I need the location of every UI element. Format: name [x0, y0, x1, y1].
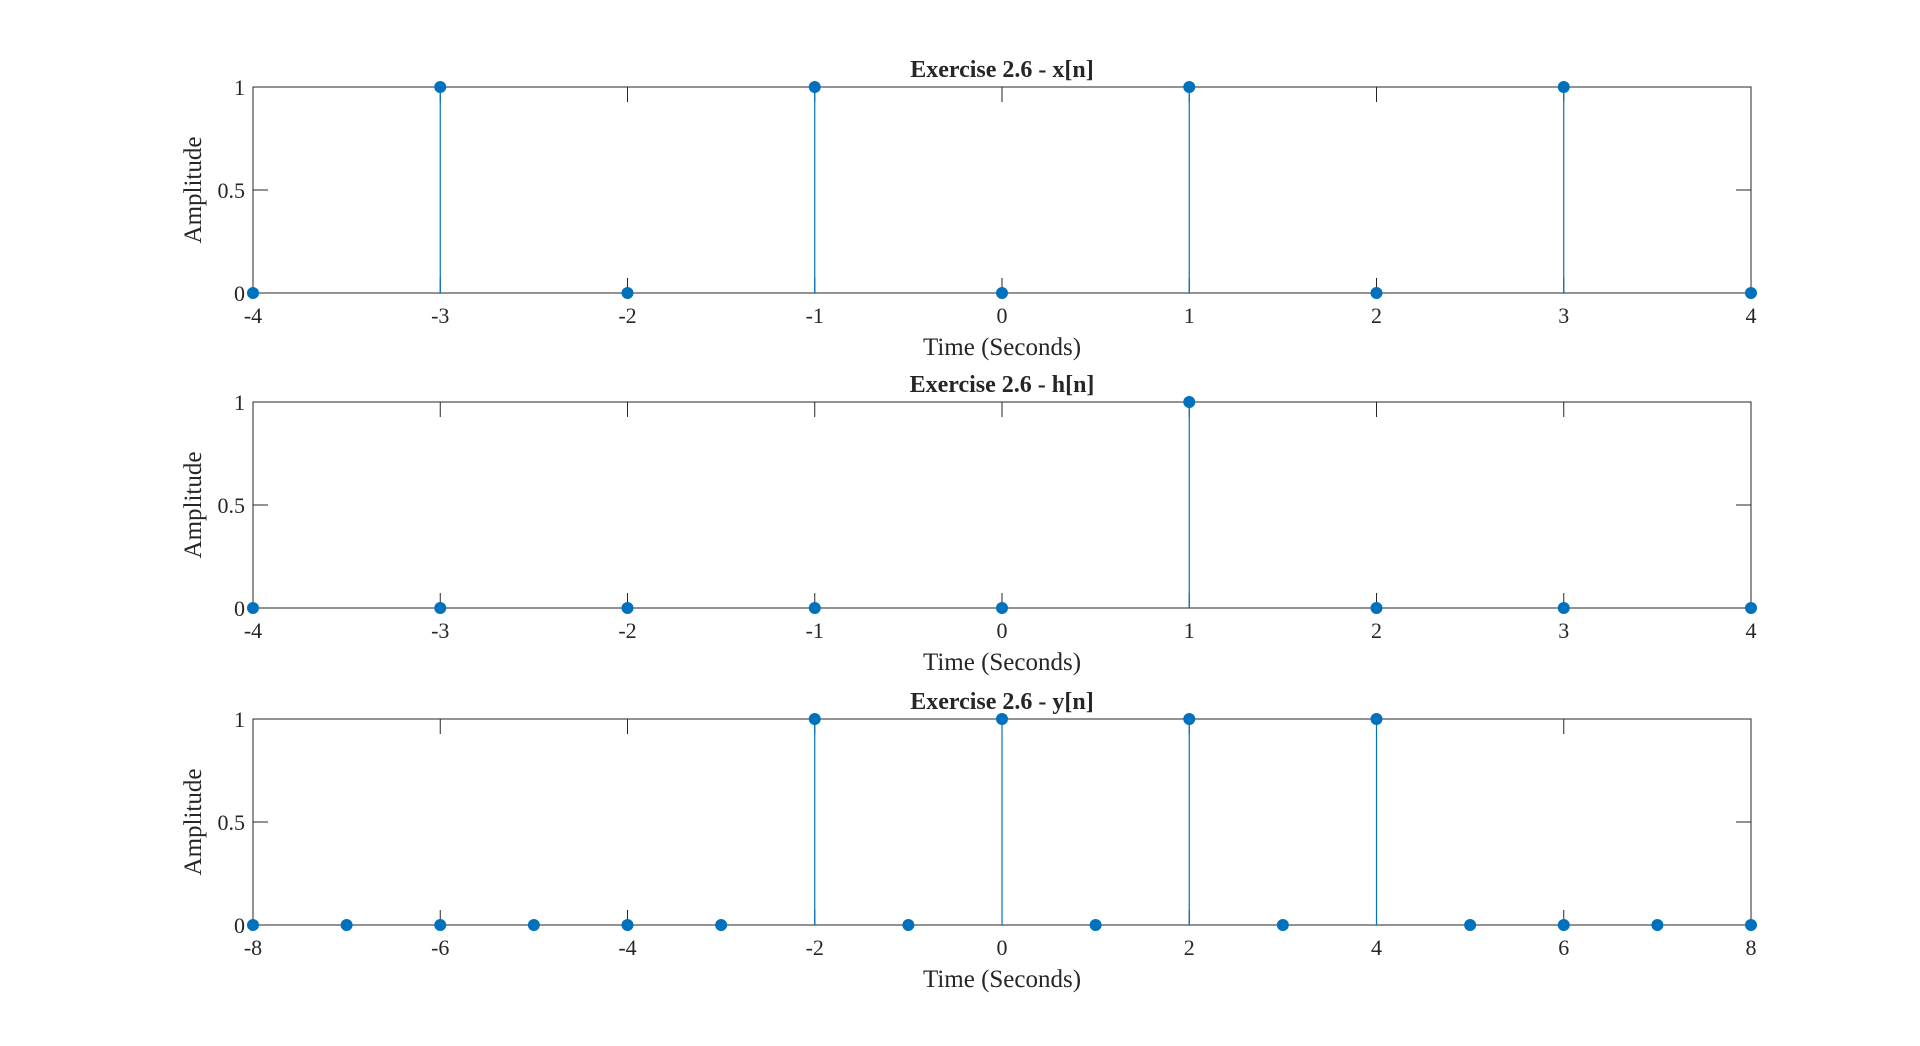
stem-marker	[996, 287, 1008, 299]
subplot-1: -4 -3 -2 -1 0 1 2 3 4 0 0.5 1 Exercise 2.6 - x[n] Tim…	[180, 57, 1757, 361]
stem-marker	[1745, 919, 1757, 931]
x-tick-label: -3	[431, 618, 449, 643]
x-tick-label: 0	[997, 618, 1008, 643]
subplot-2: -4 -3 -2 -1 0 1 2 3 4 0 0.5 1 Exercise 2.6 - h[n] Tim…	[180, 372, 1757, 676]
stem-marker	[1089, 919, 1102, 931]
stem-marker	[340, 919, 353, 931]
y-tick-label: 0	[234, 596, 245, 621]
x-tick-label: 6	[1558, 935, 1569, 960]
stem-marker	[1745, 602, 1757, 614]
axes-box	[252, 401, 1752, 609]
y-tick-label: 0	[234, 281, 245, 306]
stem-marker	[1183, 81, 1196, 93]
stem-marker	[1745, 287, 1757, 299]
x-tick-label: 2	[1184, 935, 1195, 960]
y-tick-label: 1	[234, 707, 245, 732]
y-tick-label: 0	[234, 913, 245, 938]
x-tick-label: 3	[1558, 618, 1569, 643]
stem-marker	[434, 919, 447, 931]
axes-box	[252, 86, 1752, 294]
x-tick-label: -6	[431, 935, 449, 960]
x-tick-label: 8	[1746, 935, 1757, 960]
stem-marker	[621, 602, 634, 614]
stem-marker	[527, 919, 540, 931]
stem-marker	[996, 602, 1008, 614]
x-tick-label: 2	[1371, 618, 1382, 643]
x-tick-label: 4	[1746, 303, 1757, 328]
stem-marker	[902, 919, 915, 931]
x-tick-label: -3	[431, 303, 449, 328]
stem-marker	[808, 602, 821, 614]
x-tick-label: -8	[244, 935, 262, 960]
x-tick-label: 3	[1558, 303, 1569, 328]
stem-marker	[1557, 81, 1570, 93]
x-tick-label: 2	[1371, 303, 1382, 328]
subplot-title: Exercise 2.6 - h[n]	[910, 372, 1095, 398]
stem-marker	[1370, 602, 1383, 614]
stem-marker	[247, 287, 259, 299]
y-tick-label: 1	[234, 390, 245, 415]
stem-marker	[1557, 919, 1570, 931]
x-axis-label: Time (Seconds)	[923, 649, 1081, 676]
stem-marker	[1276, 919, 1289, 931]
x-tick-label: 4	[1371, 935, 1382, 960]
subplot-title: Exercise 2.6 - y[n]	[910, 689, 1094, 715]
x-tick-label: -4	[244, 303, 262, 328]
stem-marker	[1370, 287, 1383, 299]
x-tick-label: -2	[618, 618, 636, 643]
stem-marker	[621, 287, 634, 299]
y-axis-label: Amplitude	[180, 452, 207, 559]
stem-marker	[996, 713, 1008, 725]
x-tick-label: 1	[1184, 303, 1195, 328]
y-axis-label: Amplitude	[180, 137, 207, 244]
stem-marker	[1557, 602, 1570, 614]
x-tick-label: -2	[806, 935, 824, 960]
stem-marker	[621, 919, 634, 931]
x-axis-label: Time (Seconds)	[923, 966, 1081, 993]
stem-marker	[715, 919, 728, 931]
x-axis-label: Time (Seconds)	[923, 334, 1081, 361]
stem-marker	[1464, 919, 1477, 931]
stem-marker	[434, 81, 447, 93]
y-tick-label: 0.5	[218, 178, 246, 203]
stem-marker	[808, 713, 821, 725]
x-tick-label: -1	[806, 303, 824, 328]
x-tick-label: -2	[618, 303, 636, 328]
stem-marker	[808, 81, 821, 93]
x-tick-label: 0	[997, 303, 1008, 328]
stem-marker	[1651, 919, 1664, 931]
x-tick-label: -4	[618, 935, 636, 960]
x-tick-label: 1	[1184, 618, 1195, 643]
y-tick-label: 0.5	[218, 493, 246, 518]
subplot-title: Exercise 2.6 - x[n]	[910, 57, 1094, 83]
x-tick-label: -1	[806, 618, 824, 643]
y-tick-label: 0.5	[218, 810, 246, 835]
y-axis-label: Amplitude	[180, 769, 207, 876]
stem-marker	[1370, 713, 1383, 725]
stem-marker	[1183, 396, 1196, 408]
y-tick-label: 1	[234, 75, 245, 100]
x-tick-label: 0	[997, 935, 1008, 960]
subplot-3: -8 -6 -4 -2 0 2 4 6 8 0 0.5 1 Exercise 2.6 - y[n] Tim…	[180, 689, 1757, 993]
x-tick-label: -4	[244, 618, 262, 643]
stem-marker	[1183, 713, 1196, 725]
x-tick-label: 4	[1746, 618, 1757, 643]
stem-marker	[247, 602, 259, 614]
stem-marker	[434, 602, 447, 614]
stem-marker	[247, 919, 259, 931]
